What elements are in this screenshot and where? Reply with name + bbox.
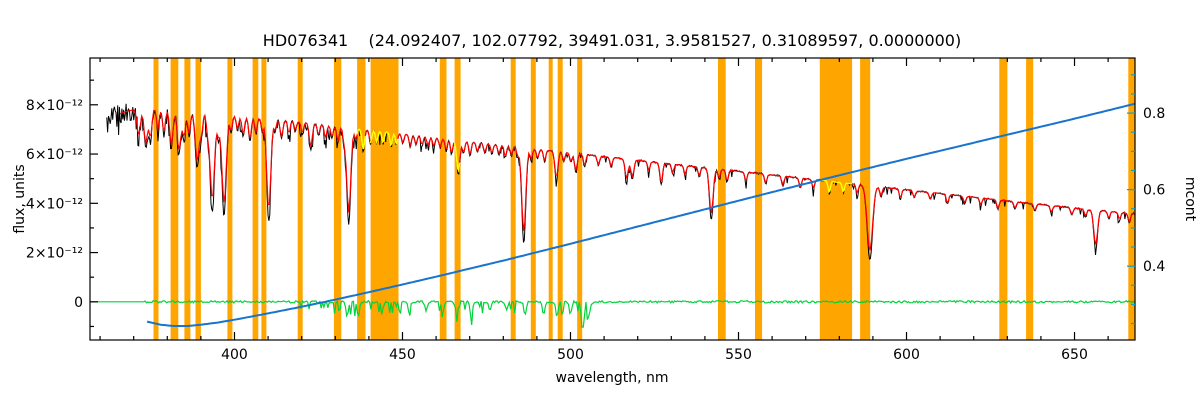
mask-band <box>370 58 399 340</box>
mask-band <box>170 58 179 340</box>
mask-band <box>557 58 563 340</box>
mask-band <box>577 58 583 340</box>
mask-bands <box>153 58 1135 340</box>
mask-band <box>333 58 342 340</box>
plot-area <box>90 58 1135 340</box>
x-ticks <box>99 58 1109 340</box>
y-axis-label-mcont: mcont <box>1182 177 1198 222</box>
mask-band <box>1026 58 1034 340</box>
x-tick-label: 400 <box>221 347 248 363</box>
y-left-tick-label: 8×10⁻¹² <box>26 98 83 114</box>
y-left-tick-label: 6×10⁻¹² <box>26 147 83 163</box>
y-left-tick-label: 0 <box>74 295 83 311</box>
y-left-tick-label: 4×10⁻¹² <box>26 196 83 212</box>
masked-fit-segment <box>369 129 399 148</box>
x-tick-label: 450 <box>389 347 416 363</box>
mask-band <box>195 58 201 340</box>
mask-band <box>718 58 726 340</box>
plot-border <box>89 57 1136 341</box>
masked-fit-segment <box>819 179 853 194</box>
mask-band <box>1128 58 1135 340</box>
y-right-ticks <box>1127 74 1135 325</box>
x-tick-label: 650 <box>1061 347 1088 363</box>
mask-band <box>454 58 461 340</box>
mask-band <box>227 58 233 340</box>
mask-band <box>999 58 1008 340</box>
y-axis-label-flux: flux, units <box>12 164 28 233</box>
mask-band <box>530 58 536 340</box>
x-tick-label: 500 <box>557 347 584 363</box>
y-left-tick-label: 2×10⁻¹² <box>26 246 83 262</box>
masked-fit-segments <box>356 128 853 194</box>
mask-band <box>755 58 763 340</box>
mask-band <box>510 58 516 340</box>
mask-band <box>153 58 159 340</box>
y-right-tick-label: 0.6 <box>1143 183 1165 199</box>
masked-fit-segment <box>356 128 366 149</box>
mask-band <box>819 58 853 340</box>
axes-frame <box>89 57 1136 341</box>
mask-band <box>297 58 303 340</box>
mask-band <box>252 58 259 340</box>
y-left-ticks <box>90 79 98 328</box>
mask-band <box>261 58 267 340</box>
x-axis-label: wavelength, nm <box>556 370 669 386</box>
mask-band <box>357 58 366 340</box>
mask-band <box>548 58 553 340</box>
fit-series <box>119 109 1135 251</box>
x-tick-label: 550 <box>725 347 752 363</box>
x-tick-label: 600 <box>893 347 920 363</box>
chart-title: HD076341 (24.092407, 102.07792, 39491.03… <box>263 31 961 50</box>
mask-band <box>184 58 191 340</box>
y-right-tick-label: 0.4 <box>1143 259 1165 275</box>
mcont-curve <box>146 102 1135 327</box>
residual-series <box>90 299 1135 328</box>
masked-fit-segment <box>453 142 461 173</box>
mask-band <box>439 58 447 340</box>
y-right-tick-label: 0.8 <box>1143 106 1165 122</box>
